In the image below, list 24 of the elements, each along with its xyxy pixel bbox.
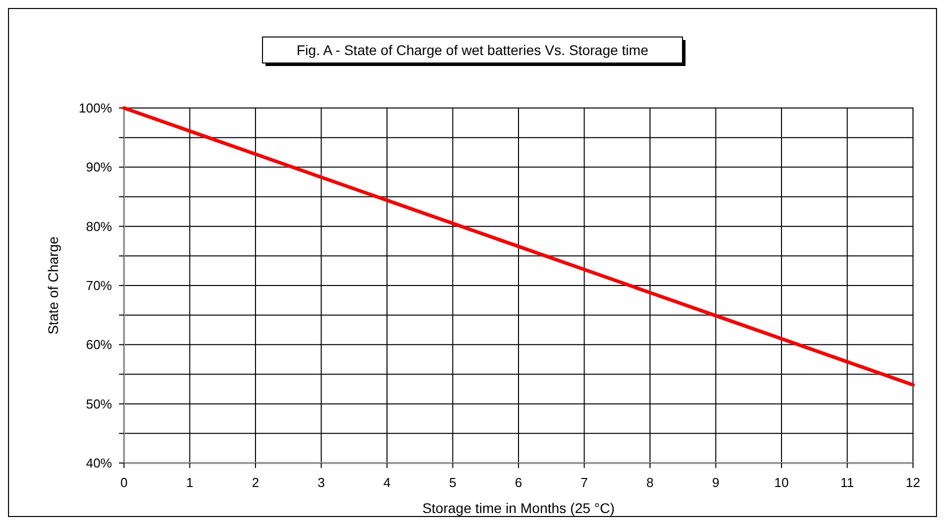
y-tick-label: 50% (86, 396, 112, 412)
y-tick-label: 100% (78, 100, 112, 116)
y-tick-label: 40% (86, 456, 112, 471)
y-tick-label: 60% (86, 337, 112, 352)
x-tick-label: 10 (774, 475, 789, 490)
y-tick-label: 70% (86, 278, 112, 294)
y-tick-label: 90% (86, 160, 112, 175)
x-tick-label: 7 (580, 475, 588, 490)
x-tick-label: 4 (383, 475, 391, 490)
x-tick-label: 5 (449, 475, 456, 490)
x-tick-label: 12 (906, 475, 920, 490)
x-axis-title: Storage time in Months (25 °C) (422, 500, 615, 516)
x-tick-label: 0 (120, 475, 128, 490)
chart-title: Fig. A - State of Charge of wet batteries Vs. Storage time (296, 42, 649, 58)
x-tick-label: 2 (252, 475, 260, 490)
x-tick-label: 9 (712, 475, 720, 490)
line-series (122, 106, 915, 387)
x-tick-label: 11 (840, 475, 854, 490)
x-tick-label: 8 (646, 475, 654, 490)
x-tick-label: 3 (318, 475, 325, 490)
y-axis-title: State of Charge (45, 236, 61, 335)
x-tick-label: 1 (186, 475, 194, 490)
x-tick-label: 6 (514, 475, 522, 490)
y-tick-label: 80% (86, 218, 112, 234)
